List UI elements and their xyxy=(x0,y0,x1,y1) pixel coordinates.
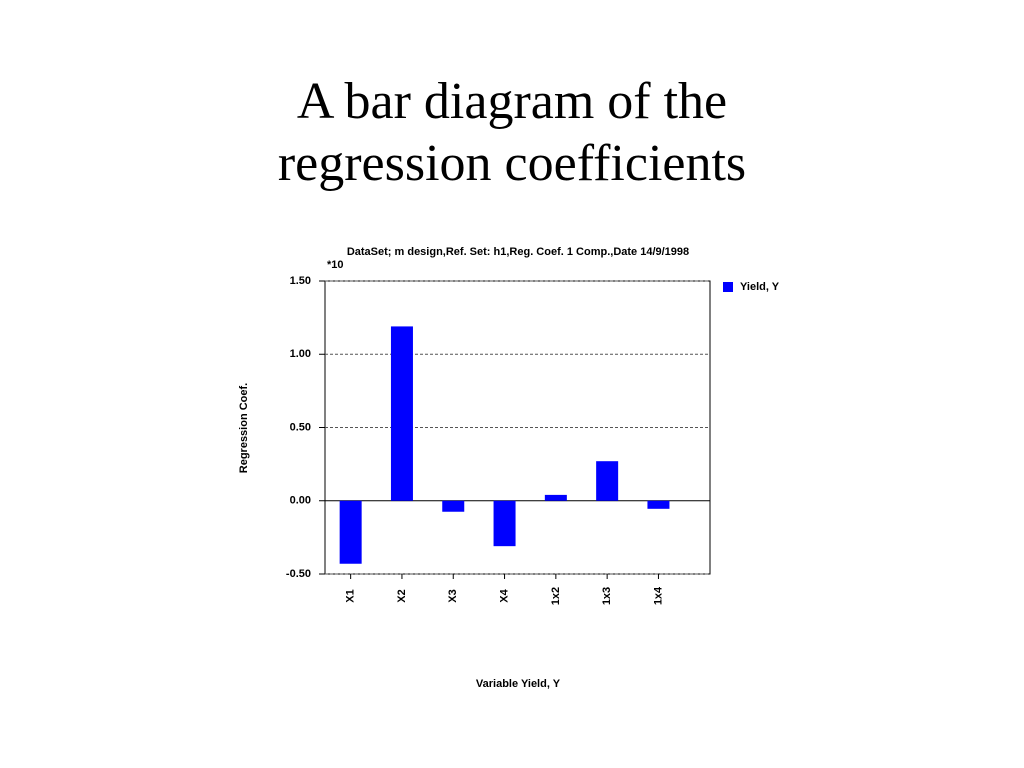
y-tick-label: 1.00 xyxy=(290,348,311,360)
bar xyxy=(493,500,516,547)
slide-title: A bar diagram of the regression coefficie… xyxy=(278,73,746,192)
bar xyxy=(390,326,413,501)
bar xyxy=(596,461,619,501)
bar xyxy=(442,500,465,512)
y-axis-label: Regression Coef. xyxy=(238,383,250,473)
legend-swatch xyxy=(723,282,733,292)
y-multiplier: *10 xyxy=(327,259,344,271)
x-tick-label: X1 xyxy=(345,589,357,602)
x-tick-label: X3 xyxy=(447,589,459,602)
y-tick-label: 0.00 xyxy=(290,495,311,507)
x-tick-label: X4 xyxy=(498,588,510,602)
bar xyxy=(647,500,670,509)
y-tick-label: 1.50 xyxy=(290,275,311,287)
y-tick-label: -0.50 xyxy=(286,568,311,580)
bar xyxy=(544,494,567,501)
y-tick-label: 0.50 xyxy=(290,421,311,433)
x-tick-label: 1x4 xyxy=(652,586,664,605)
bar xyxy=(339,500,362,564)
x-axis-label: Variable Yield, Y xyxy=(476,678,561,690)
x-tick-label: 1x2 xyxy=(550,587,562,605)
legend-label: Yield, Y xyxy=(740,281,780,293)
x-tick-label: X2 xyxy=(396,589,408,602)
x-tick-label: 1x3 xyxy=(601,587,613,605)
chart-title: DataSet; m design,Ref. Set: h1,Reg. Coef… xyxy=(347,246,689,258)
